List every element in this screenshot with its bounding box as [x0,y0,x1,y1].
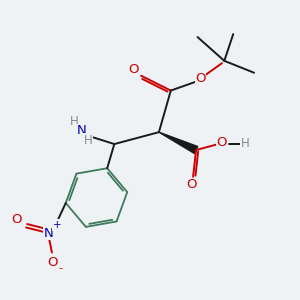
Text: N: N [44,227,53,240]
Polygon shape [159,132,198,154]
Text: -: - [59,263,63,273]
Text: O: O [47,256,58,268]
Text: H: H [241,137,250,150]
Text: H: H [84,134,93,147]
Text: +: + [53,220,61,230]
Text: O: O [195,72,206,85]
Text: O: O [12,213,22,226]
Text: O: O [186,178,197,191]
Text: O: O [217,136,227,149]
Text: N: N [77,124,86,137]
Text: O: O [128,63,139,76]
Text: H: H [70,115,79,128]
